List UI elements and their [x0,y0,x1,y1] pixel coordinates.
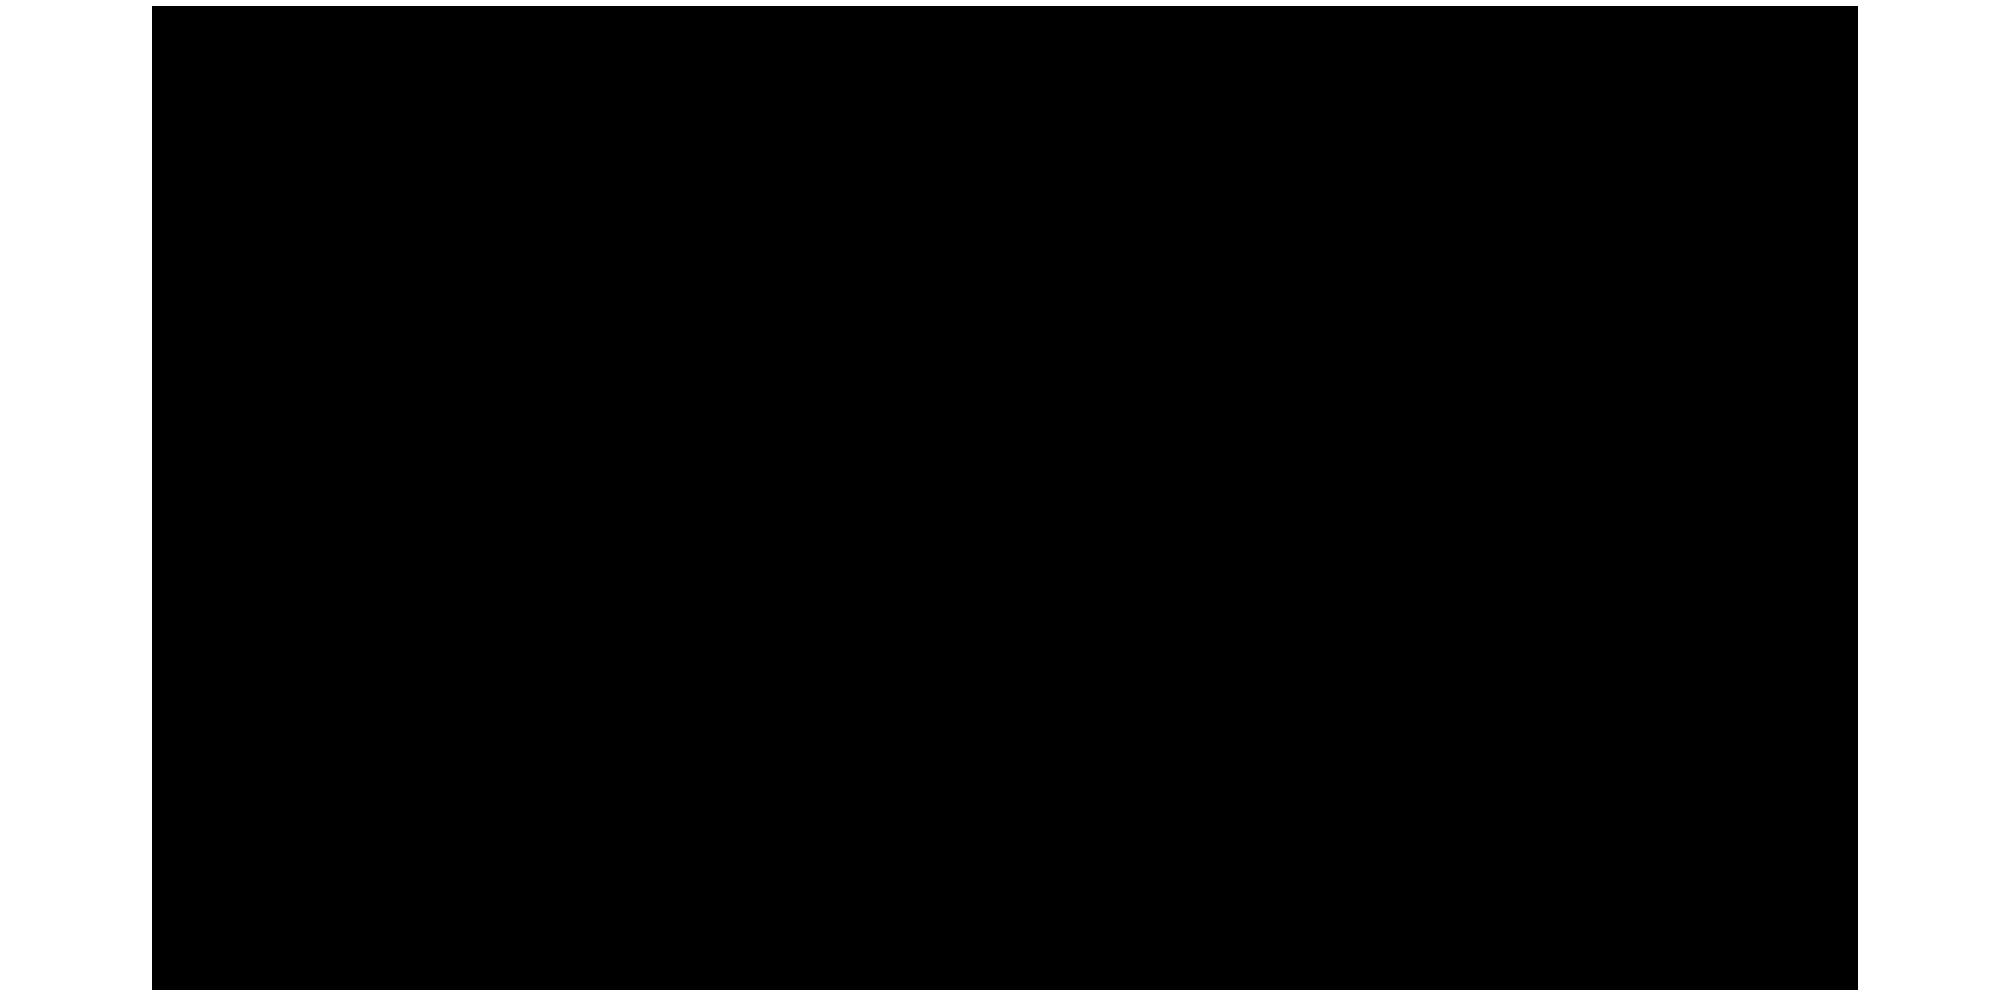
cloud-background [152,6,1858,990]
word-cloud [152,6,1858,990]
word-cloud-canvas [152,6,1858,990]
